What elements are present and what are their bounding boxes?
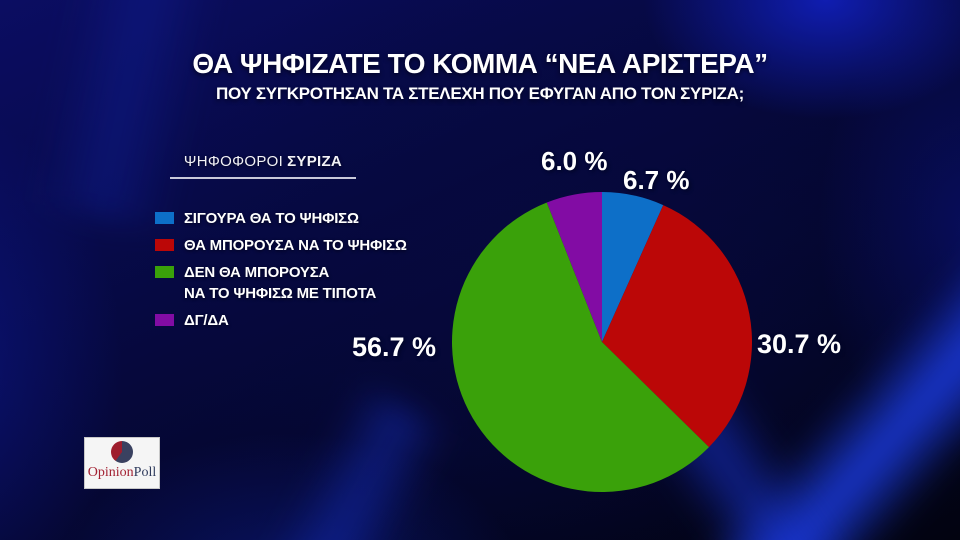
legend-swatch-green	[155, 266, 174, 278]
pie-slice-3	[546, 192, 602, 342]
logo-text: OpinionPoll	[88, 463, 156, 483]
legend-label: ΣΙΓΟΥΡΑ ΘΑ ΤΟ ΨΗΦΙΣΩ	[184, 210, 359, 227]
legend-label: ΔΓ/ΔΑ	[184, 312, 229, 329]
legend-group-title: ΨΗΦΟΦΟΡΟΙ ΣΥΡΙΖΑ	[170, 153, 356, 179]
logo-text-opinion: Opinion	[87, 465, 134, 480]
legend-swatch-purple	[155, 314, 174, 326]
legend-item-could-vote: ΘΑ ΜΠΟΡΟΥΣΑ ΝΑ ΤΟ ΨΗΦΙΣΩ	[155, 235, 407, 256]
legend-item-could-not-vote: ΔΕΝ ΘΑ ΜΠΟΡΟΥΣΑ ΝΑ ΤΟ ΨΗΦΙΣΩ ΜΕ ΤΙΠΟΤΑ	[155, 262, 407, 304]
background-streak	[30, 0, 230, 232]
chart-title: ΘΑ ΨΗΦΙΖΑΤΕ ΤΟ ΚΟΜΜΑ “ΝΕΑ ΑΡΙΣΤΕΡΑ”	[192, 48, 768, 79]
legend-label: ΔΕΝ ΘΑ ΜΠΟΡΟΥΣΑ ΝΑ ΤΟ ΨΗΦΙΣΩ ΜΕ ΤΙΠΟΤΑ	[184, 264, 377, 302]
legend-item-dont-know: ΔΓ/ΔΑ	[155, 310, 407, 331]
pie-slice-0	[602, 192, 664, 342]
legend-group-prefix: ΨΗΦΟΦΟΡΟΙ	[183, 153, 284, 170]
chart-subtitle: ΠΟΥ ΣΥΓΚΡΟΤΗΣΑΝ ΤΑ ΣΤΕΛΕΧΗ ΠΟΥ ΕΦΥΓΑΝ ΑΠ…	[216, 84, 744, 103]
pie-chart-svg	[452, 192, 752, 492]
pie-chart	[452, 192, 752, 492]
opinion-poll-logo: OpinionPoll	[84, 437, 160, 489]
value-label-could-not-vote: 56.7 %	[352, 332, 437, 362]
legend-item-certain-yes: ΣΙΓΟΥΡΑ ΘΑ ΤΟ ΨΗΦΙΣΩ	[155, 208, 407, 229]
logo-pie-icon	[111, 441, 133, 463]
value-label-certain-yes: 6.7 %	[623, 165, 690, 195]
legend-swatch-red	[155, 239, 174, 251]
value-label-dont-know: 6.0 %	[541, 146, 608, 176]
legend: ΣΙΓΟΥΡΑ ΘΑ ΤΟ ΨΗΦΙΣΩ ΘΑ ΜΠΟΡΟΥΣΑ ΝΑ ΤΟ Ψ…	[155, 208, 407, 331]
pie-slice-2	[452, 202, 709, 492]
logo-text-poll: Poll	[133, 465, 157, 480]
background-streak	[216, 381, 454, 540]
legend-label: ΘΑ ΜΠΟΡΟΥΣΑ ΝΑ ΤΟ ΨΗΦΙΣΩ	[184, 237, 407, 254]
pie-slice-1	[602, 205, 752, 448]
legend-swatch-blue	[155, 212, 174, 224]
value-label-could-vote: 30.7 %	[757, 329, 842, 359]
legend-group-emphasis: ΣΥΡΙΖΑ	[287, 153, 343, 170]
